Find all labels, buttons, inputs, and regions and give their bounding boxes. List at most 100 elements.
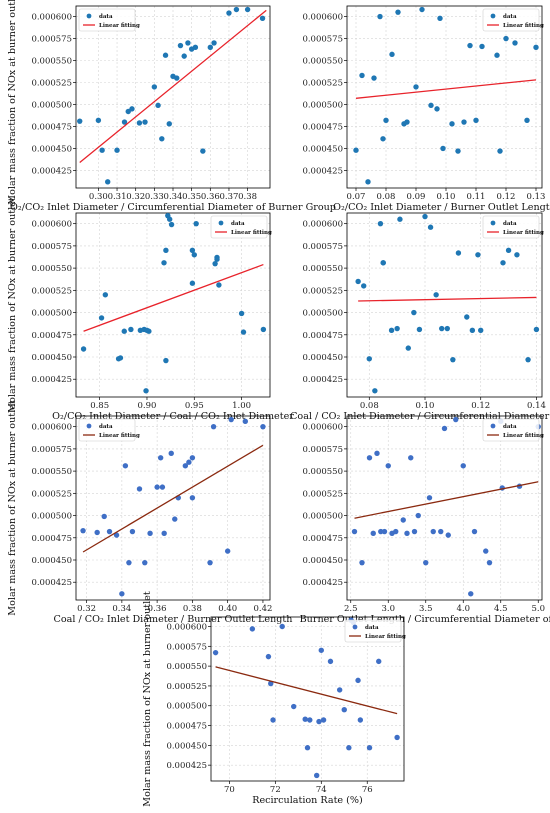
data-point [376,658,382,665]
y-tick-label: 0.000475 [302,534,343,544]
y-tick-label: 0.000550 [166,662,207,672]
x-tick-label: 2.5 [344,604,358,614]
data-point [185,40,191,46]
legend-marker-swatch [490,13,496,19]
legend-label: data [365,625,379,631]
x-tick-label: 0.14 [527,401,546,411]
x-axis-label: Recirculation Rate (%) [252,795,363,806]
chart-panel-3: 0.85 0.90 0.95 1.00 0.000425 0.000450 0.000475… [7,197,294,422]
y-axis-label: Molar mass fraction of NOx at burner out… [7,197,18,413]
data-point [157,455,164,461]
plot-frame [346,415,543,601]
data-point [359,72,365,79]
data-point [428,102,434,109]
data-point [233,6,240,13]
data-point [177,42,184,49]
legend-label: data [503,424,517,430]
x-tick-label: 0.34 [164,192,183,202]
data-point [444,325,450,332]
data-point [404,530,410,537]
data-point [361,283,367,289]
data-point [268,680,274,687]
x-tick-label: 4.0 [456,604,470,614]
data-point [200,148,206,154]
data-point [249,626,256,632]
data-point [80,527,86,534]
data-point [242,418,249,425]
y-tick-label: 0.000500 [302,309,343,319]
y-axis-label: Molar mass fraction of NOx at burner out… [142,591,153,807]
chart-panel-6: 2.5 3.0 3.5 4.0 4.5 5.0 0.000425 0.000450 0.0004… [300,415,550,625]
data-point [161,260,167,266]
y-tick-label: 0.000575 [302,35,343,45]
data-point [430,528,436,535]
data-point [357,717,364,723]
x-tick-label: 0.95 [185,401,204,411]
data-point [370,530,376,537]
chart-panel-7: 70 72 74 76 0.000425 0.000450 0.000475 0.000500… [142,591,406,807]
legend-label: data [99,424,113,430]
data-point [500,260,506,266]
data-point [182,463,189,469]
x-tick-label: 0.30 [89,192,108,202]
data-point [163,357,169,364]
data-point [189,280,196,286]
data-point [168,221,175,228]
y-tick-label: 0.000500 [31,309,72,319]
data-point [238,310,245,317]
y-tick-label: 0.000575 [166,642,207,652]
data-point [483,548,489,554]
data-point [80,346,87,352]
y-tick-label: 0.000425 [31,166,72,176]
y-tick-label: 0.000600 [302,13,343,23]
data-point [449,121,455,127]
data-point [95,117,102,123]
y-tick-label: 0.000425 [166,761,207,771]
data-point [353,147,359,153]
fit-line [355,79,537,99]
data-point [503,35,509,42]
chart-panel-5: 0.32 0.34 0.36 0.38 0.40 0.42 0.000425 0.000450… [7,400,292,625]
data-point [467,42,473,49]
data-point [427,224,434,230]
x-tick-label: 0.34 [112,604,131,614]
legend-marker-swatch [86,423,92,429]
data-point [224,548,231,554]
y-tick-label: 0.000575 [302,242,343,252]
legend-label: data [503,221,517,227]
data-point [468,591,474,597]
data-point [214,256,220,262]
x-tick-label: 0.36 [148,604,167,614]
data-point [94,529,100,536]
x-tick-label: 0.10 [416,401,435,411]
y-tick-label: 0.000450 [302,144,343,154]
data-point [142,119,148,125]
data-point [161,530,167,537]
data-point [438,528,444,535]
data-point [210,423,217,430]
y-tick-label: 0.000600 [166,623,207,633]
y-tick-label: 0.000425 [302,166,343,176]
x-tick-label: 0.42 [253,604,272,614]
x-tick-label: 0.12 [471,401,490,411]
y-tick-label: 0.000525 [302,78,343,88]
data-point [119,591,125,597]
data-point [136,486,143,492]
data-point [422,213,428,220]
plot-frame [75,415,271,601]
data-point [307,717,313,723]
data-point [154,484,160,490]
y-tick-label: 0.000550 [302,264,343,274]
data-point [426,495,433,501]
y-tick-label: 0.000450 [31,556,72,566]
legend-marker-swatch [490,423,496,429]
data-point [419,6,425,13]
y-tick-label: 0.000550 [31,467,72,477]
plot-frame [75,5,271,189]
data-point [378,528,384,535]
data-point [147,530,153,537]
data-point [121,328,127,334]
y-tick-label: 0.000525 [31,78,72,88]
data-point [126,559,132,566]
data-point [125,108,131,115]
